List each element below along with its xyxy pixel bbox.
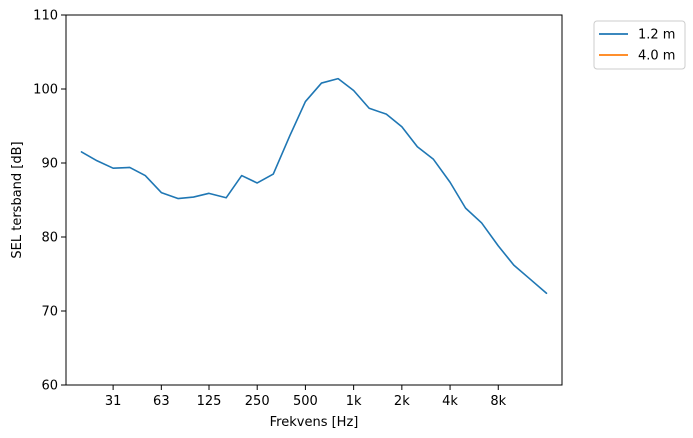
- x-tick-label: 250: [245, 394, 270, 409]
- legend-frame: [593, 20, 686, 70]
- y-tick-label: 100: [33, 83, 58, 98]
- series-line-0: [80, 77, 548, 295]
- x-tick-label: 125: [197, 394, 222, 409]
- legend-label-0: 1.2 m: [638, 28, 675, 43]
- legend-label-1: 4.0 m: [638, 49, 675, 64]
- y-tick-label: 90: [41, 157, 58, 172]
- y-axis-label: SEL tersband [dB]: [10, 141, 25, 258]
- y-tick-label: 110: [33, 9, 58, 24]
- plot-frame: [65, 14, 563, 386]
- legend: 1.2 m 4.0 m: [593, 20, 686, 70]
- series-layer: [80, 77, 548, 295]
- y-tick-label: 60: [41, 379, 58, 394]
- x-tick-label: 31: [105, 394, 122, 409]
- x-tick-label: 500: [293, 394, 318, 409]
- x-tick-label: 1k: [346, 394, 362, 409]
- legend-items: 1.2 m 4.0 m: [599, 28, 675, 64]
- tick-layer: 31 63 125 250 500 1k 2k 4k 8k 60 70 80 90 100 110: [33, 9, 506, 410]
- x-tick-label: 8k: [490, 394, 506, 409]
- x-axis-label: Frekvens [Hz]: [270, 415, 359, 430]
- y-tick-label: 80: [41, 231, 58, 246]
- y-tick-label: 70: [41, 305, 58, 320]
- x-tick-label: 63: [153, 394, 170, 409]
- x-tick-label: 4k: [442, 394, 458, 409]
- x-tick-label: 2k: [394, 394, 410, 409]
